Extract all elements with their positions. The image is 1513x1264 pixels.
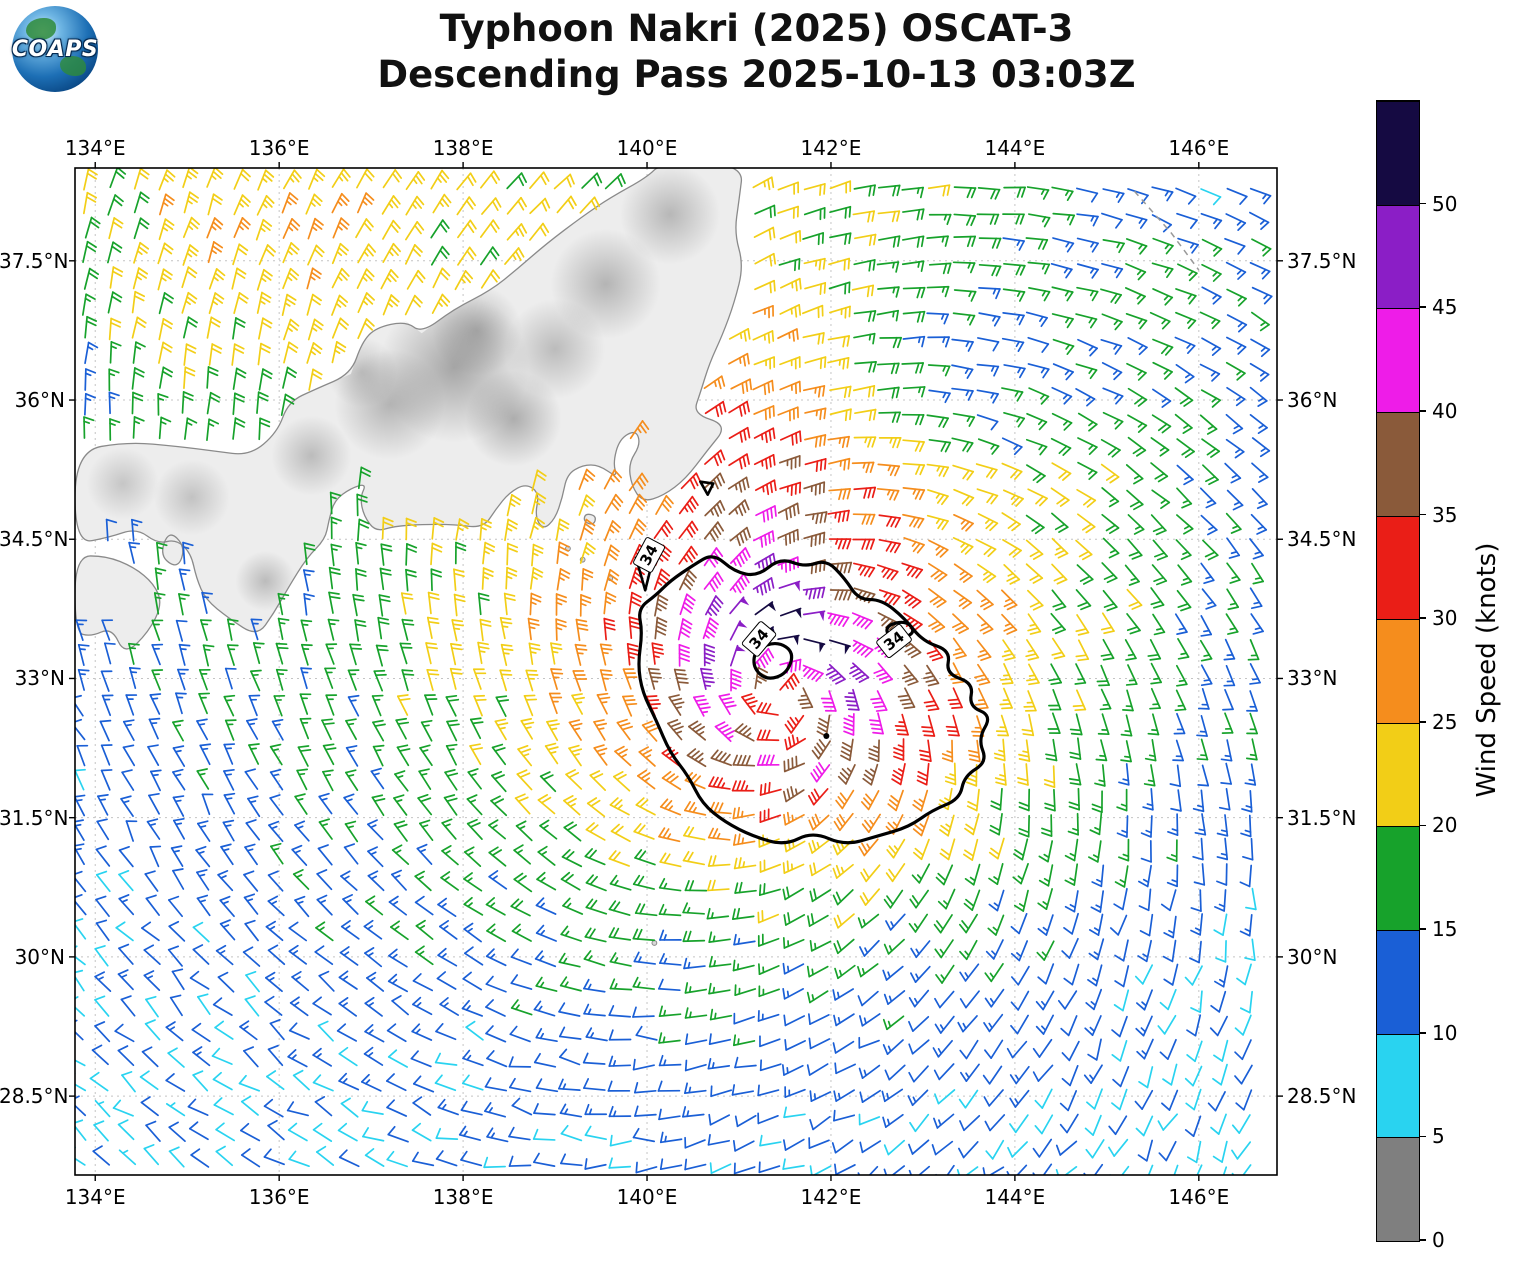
colorbar-tick xyxy=(1420,1031,1426,1034)
colorbar-label: Wind Speed (knots) xyxy=(1472,542,1502,798)
lat-tick-label: 37.5°N xyxy=(1287,248,1357,273)
colorbar-segment xyxy=(1377,411,1419,516)
colorbar-segment xyxy=(1377,1033,1419,1138)
lon-tick-label: 134°E xyxy=(64,1185,126,1209)
lat-tick-label: 30°N xyxy=(14,944,65,969)
colorbar-tick xyxy=(1420,410,1426,412)
colorbar-tick-label: 0 xyxy=(1432,1228,1445,1252)
lon-tick-label: 144°E xyxy=(984,136,1046,160)
lon-tick-label: 140°E xyxy=(616,136,678,160)
colorbar-tick-label: 45 xyxy=(1432,295,1458,320)
colorbar-segment xyxy=(1377,204,1419,309)
colorbar-tick xyxy=(1420,202,1426,205)
colorbar-tick-label: 40 xyxy=(1432,398,1458,423)
colorbar-segment xyxy=(1377,722,1419,827)
colorbar-segment xyxy=(1377,930,1419,1034)
lon-tick-label: 134°E xyxy=(64,136,126,160)
lat-tick-label: 34.5°N xyxy=(1287,527,1357,552)
colorbar-tick-label: 20 xyxy=(1432,813,1458,838)
colorbar-tick xyxy=(1420,1239,1426,1241)
lon-tick-label: 136°E xyxy=(248,1185,310,1209)
lat-tick-label: 31.5°N xyxy=(0,805,69,830)
colorbar-segment xyxy=(1377,515,1419,620)
colorbar-tick-label: 25 xyxy=(1432,709,1458,734)
lat-tick-label: 34.5°N xyxy=(0,527,69,552)
colorbar-tick-label: 50 xyxy=(1432,191,1458,216)
colorbar-tick xyxy=(1420,721,1426,723)
colorbar-segment xyxy=(1377,1137,1419,1241)
colorbar-tick xyxy=(1420,306,1426,309)
lon-tick-label: 144°E xyxy=(984,1185,1046,1209)
lon-tick-label: 140°E xyxy=(616,1185,678,1209)
lon-tick-label: 138°E xyxy=(432,136,494,160)
colorbar-tick xyxy=(1420,513,1426,516)
lon-tick-label: 146°E xyxy=(1168,136,1230,160)
lat-tick-label: 28.5°N xyxy=(1287,1084,1357,1109)
lat-tick-label: 37.5°N xyxy=(0,248,69,273)
lat-tick-label: 36°N xyxy=(14,388,65,413)
colorbar-segment xyxy=(1377,619,1419,723)
colorbar-segment xyxy=(1377,826,1419,931)
colorbar-tick xyxy=(1420,1135,1426,1138)
colorbar-tick xyxy=(1420,824,1426,827)
colorbar-segment xyxy=(1377,101,1419,205)
colorbar-tick-label: 5 xyxy=(1432,1124,1445,1149)
lat-tick-label: 36°N xyxy=(1287,388,1338,413)
lat-tick-label: 33°N xyxy=(1287,666,1338,691)
colorbar-tick-label: 30 xyxy=(1432,606,1458,631)
lat-tick-label: 33°N xyxy=(14,666,65,691)
lon-tick-label: 142°E xyxy=(800,1185,862,1209)
colorbar-tick-label: 10 xyxy=(1432,1020,1458,1045)
lon-tick-label: 138°E xyxy=(432,1185,494,1209)
lon-tick-label: 136°E xyxy=(248,136,310,160)
colorbar-tick-label: 35 xyxy=(1432,502,1458,527)
colorbar-tick-label: 15 xyxy=(1432,917,1458,942)
colorbar-tick xyxy=(1420,617,1426,619)
lon-tick-label: 142°E xyxy=(800,136,862,160)
lon-tick-label: 146°E xyxy=(1168,1185,1230,1209)
lat-tick-label: 28.5°N xyxy=(0,1084,69,1109)
lat-tick-label: 30°N xyxy=(1287,944,1338,969)
colorbar-bar xyxy=(1376,100,1420,1242)
colorbar-tick xyxy=(1420,928,1426,930)
colorbar-segment xyxy=(1377,308,1419,412)
lat-tick-label: 31.5°N xyxy=(1287,805,1357,830)
